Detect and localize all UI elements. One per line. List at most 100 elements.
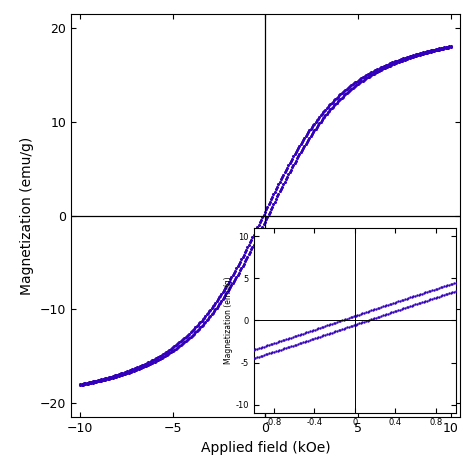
Point [346, 82, 354, 90]
Point [150, 358, 157, 366]
Point [201, 318, 209, 326]
Point [430, 286, 438, 293]
Point [120, 369, 128, 376]
Point [126, 366, 134, 374]
Point [213, 297, 220, 305]
Point [356, 319, 363, 327]
Point [274, 338, 282, 346]
Point [332, 95, 339, 103]
Point [161, 352, 168, 360]
Point [362, 318, 370, 325]
Point [272, 339, 280, 346]
Point [217, 299, 224, 306]
Point [112, 371, 120, 379]
Point [317, 118, 324, 126]
Point [89, 379, 97, 386]
Point [428, 286, 436, 294]
Point [424, 48, 432, 56]
Point [251, 238, 259, 246]
Point [390, 60, 397, 68]
Point [410, 53, 417, 61]
Point [435, 293, 443, 301]
Point [427, 287, 434, 294]
Point [352, 312, 359, 319]
Point [374, 65, 381, 73]
Point [277, 176, 285, 183]
Point [83, 380, 91, 388]
Point [177, 341, 184, 349]
Point [269, 340, 276, 347]
Point [345, 314, 353, 322]
Point [168, 348, 176, 356]
Point [160, 353, 167, 361]
Point [308, 327, 315, 335]
Point [343, 315, 351, 322]
Point [181, 335, 188, 342]
Point [281, 169, 288, 176]
Point [291, 333, 298, 340]
Point [260, 343, 268, 350]
Point [277, 185, 285, 193]
Point [310, 121, 317, 129]
Point [369, 68, 376, 75]
Point [272, 347, 280, 355]
Point [183, 332, 191, 340]
Point [406, 53, 413, 60]
Point [426, 47, 433, 55]
Point [438, 283, 446, 291]
Point [91, 377, 99, 385]
Point [294, 153, 302, 160]
Point [286, 168, 293, 176]
Point [417, 49, 425, 57]
Point [361, 75, 369, 83]
Point [281, 345, 288, 352]
Point [250, 346, 257, 354]
Point [343, 85, 350, 93]
Point [246, 238, 254, 246]
Point [115, 372, 122, 380]
Point [303, 130, 310, 138]
Point [348, 82, 356, 89]
Point [235, 260, 243, 268]
Point [294, 340, 302, 348]
Point [422, 49, 429, 57]
Point [379, 63, 386, 71]
Point [452, 279, 460, 286]
Point [145, 361, 152, 368]
Point [240, 260, 247, 267]
Point [364, 317, 371, 324]
Point [323, 322, 330, 329]
Point [348, 313, 356, 320]
Point [357, 78, 365, 85]
Point [132, 364, 140, 372]
Point [334, 93, 342, 100]
Point [312, 125, 319, 132]
Point [357, 74, 365, 82]
Point [184, 331, 192, 338]
Point [385, 60, 392, 68]
Point [432, 285, 439, 293]
Point [151, 358, 158, 365]
Point [225, 286, 233, 293]
Point [443, 44, 451, 52]
Point [244, 253, 251, 260]
Point [156, 355, 164, 363]
Point [310, 326, 317, 334]
Point [191, 324, 199, 331]
Point [275, 337, 283, 345]
Point [327, 320, 334, 328]
Point [92, 378, 100, 385]
Point [261, 208, 269, 216]
Point [160, 350, 167, 358]
Point [77, 381, 84, 388]
Point [230, 278, 237, 285]
Point [279, 345, 286, 353]
Point [334, 98, 342, 105]
Point [330, 101, 338, 109]
Point [290, 153, 297, 160]
Point [140, 363, 147, 371]
Point [331, 328, 339, 335]
Point [427, 48, 435, 55]
Point [403, 295, 410, 302]
Point [346, 86, 354, 94]
